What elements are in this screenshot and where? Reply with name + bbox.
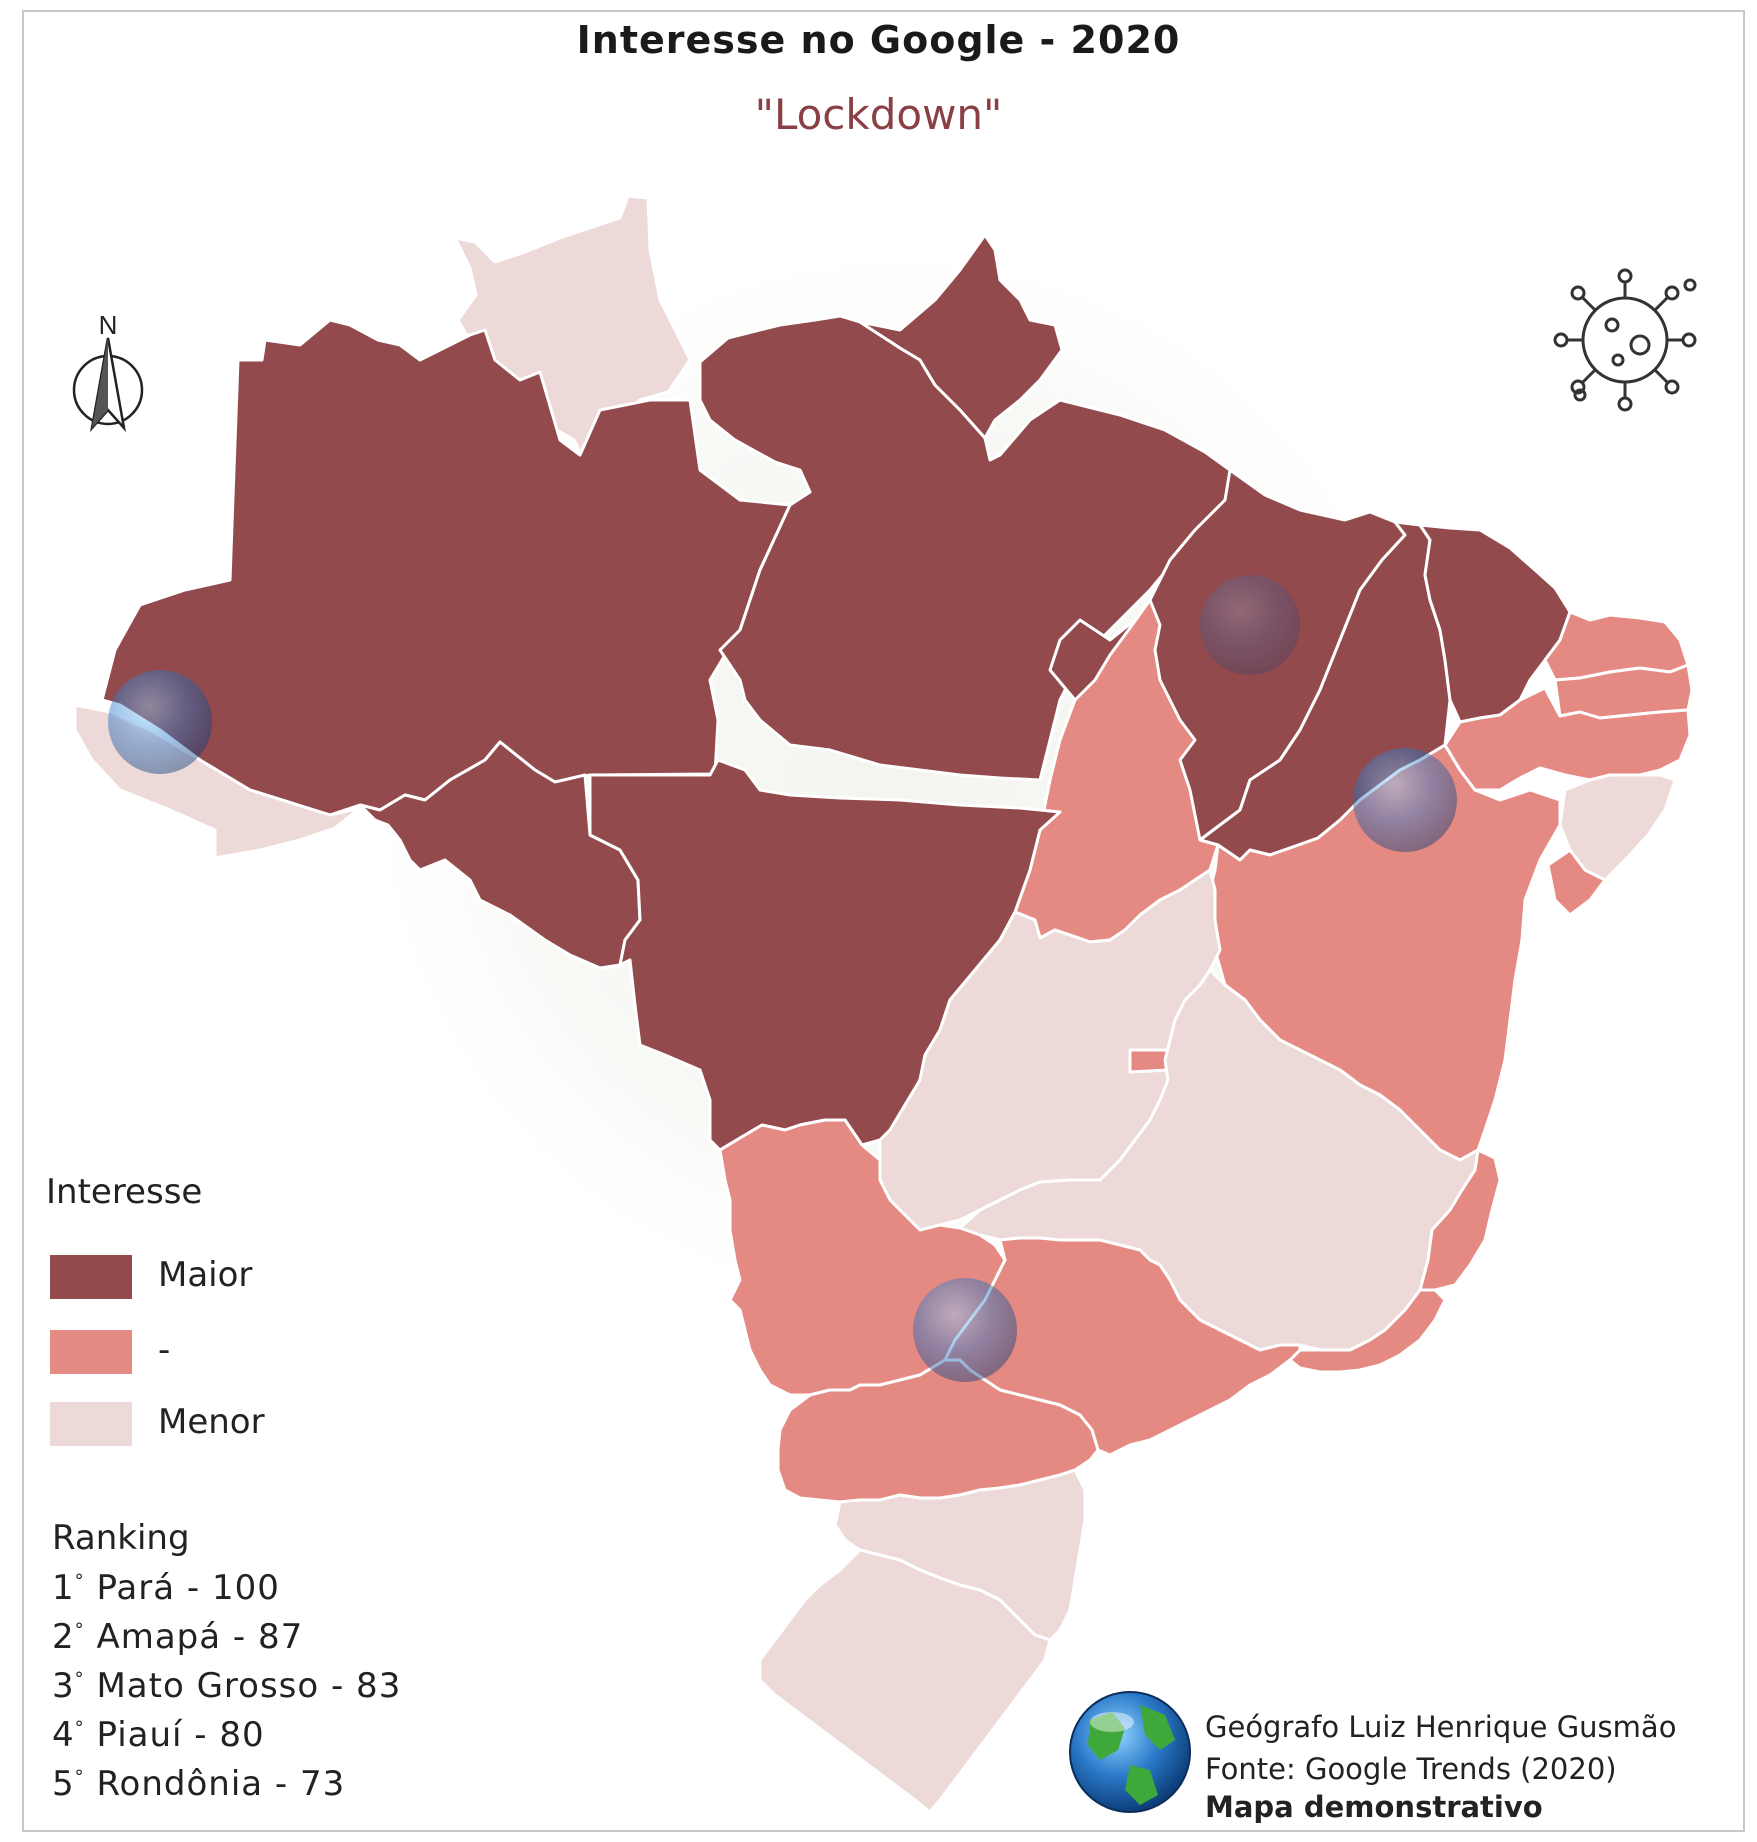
credit-note: Mapa demonstrativo xyxy=(1205,1790,1543,1824)
state-amapa xyxy=(858,233,1064,440)
decorative-globes xyxy=(108,575,1457,1382)
legend-label-menor: Menor xyxy=(158,1402,265,1442)
globe-icon xyxy=(913,1278,1017,1382)
map-frame xyxy=(22,10,1745,1832)
state-rio-de-janeiro xyxy=(1288,1288,1447,1374)
north-arrow-icon xyxy=(72,337,144,433)
legend-label-medio: - xyxy=(158,1330,171,1370)
ranking-title: Ranking xyxy=(52,1518,190,1558)
states-layer xyxy=(73,194,1694,1814)
legend-swatch-menor xyxy=(50,1402,132,1446)
legend-title: Interesse xyxy=(46,1172,203,1212)
map-subtitle: "Lockdown" xyxy=(754,90,1003,139)
north-label: N xyxy=(99,310,118,340)
ranking-item: 4° Piauí - 80 xyxy=(52,1715,265,1755)
ranking-item: 3° Mato Grosso - 83 xyxy=(52,1666,402,1706)
ranking-item: 1° Pará - 100 xyxy=(52,1568,280,1608)
virus-icon xyxy=(1553,268,1697,412)
state-sergipe xyxy=(1546,848,1607,917)
globe-icon xyxy=(1353,748,1457,852)
globe-icon xyxy=(1069,1691,1191,1813)
ranking-item: 2° Amapá - 87 xyxy=(52,1617,304,1657)
state-rio-grande-do-sul xyxy=(758,1548,1052,1814)
globe-icon xyxy=(108,670,212,774)
credit-source: Fonte: Google Trends (2020) xyxy=(1205,1752,1617,1786)
legend-swatch-medio xyxy=(50,1330,132,1374)
legend-label-maior: Maior xyxy=(158,1255,253,1295)
credit-author: Geógrafo Luiz Henrique Gusmão xyxy=(1205,1710,1677,1744)
globe-icon xyxy=(1200,575,1300,675)
state-pernambuco xyxy=(1443,686,1692,792)
map-title: Interesse no Google - 2020 xyxy=(576,18,1181,62)
ranking-item: 5° Rondônia - 73 xyxy=(52,1764,346,1804)
legend-swatch-maior xyxy=(50,1255,132,1299)
